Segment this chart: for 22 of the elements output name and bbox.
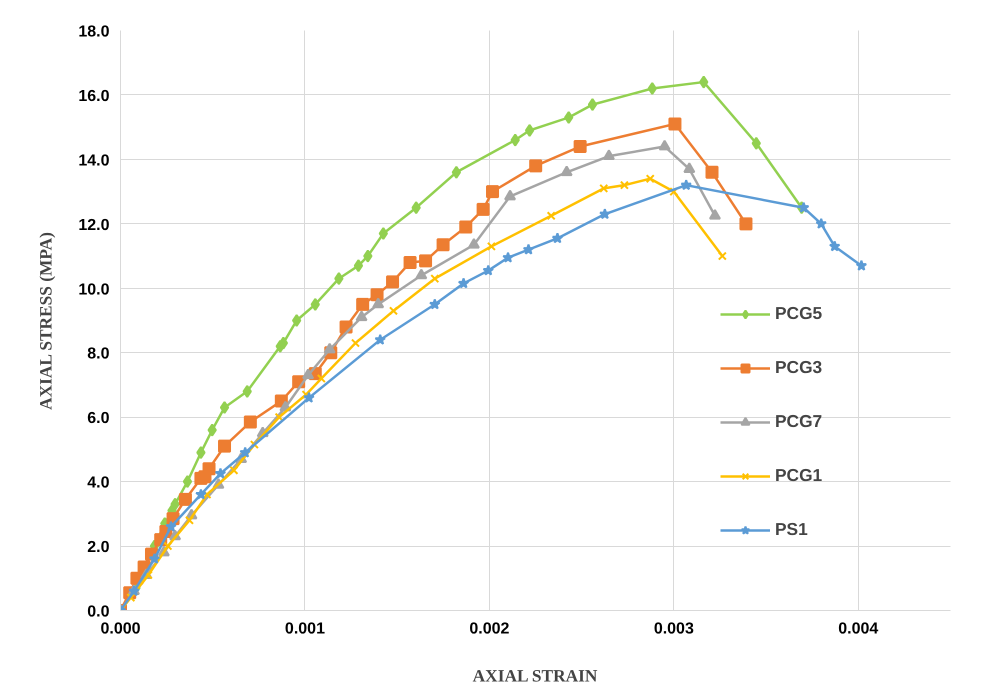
legend-label: PCG5: [775, 303, 822, 324]
x-tick-label: 0.002: [469, 620, 510, 638]
y-tick-label: 16.0: [78, 88, 110, 105]
y-tick-label: 8.0: [87, 346, 110, 363]
x-tick-label: 0.003: [654, 620, 694, 638]
x-axis-title: AXIAL STRAIN: [472, 666, 598, 686]
legend-label: PCG3: [775, 357, 822, 378]
y-tick-label: 10.0: [78, 281, 110, 298]
y-tick-label: 12.0: [78, 216, 110, 234]
legend-label: PCG7: [775, 411, 822, 432]
y-tick-label: 2.0: [87, 539, 110, 556]
y-tick-label: 4.0: [87, 474, 110, 492]
legend-label: PCG1: [775, 465, 822, 486]
y-tick-label: 14.0: [78, 152, 110, 170]
y-tick-label: 18.0: [78, 24, 110, 40]
y-axis-title: AXIAL STRESS (MPA): [36, 232, 56, 410]
y-tick-label: 0.0: [87, 604, 110, 620]
x-tick-label: 0.004: [838, 620, 878, 638]
x-tick-label: 0.000: [100, 620, 141, 638]
y-tick-label: 6.0: [87, 410, 110, 428]
x-tick-label: 0.001: [284, 620, 326, 638]
legend-label: PS1: [775, 519, 808, 540]
